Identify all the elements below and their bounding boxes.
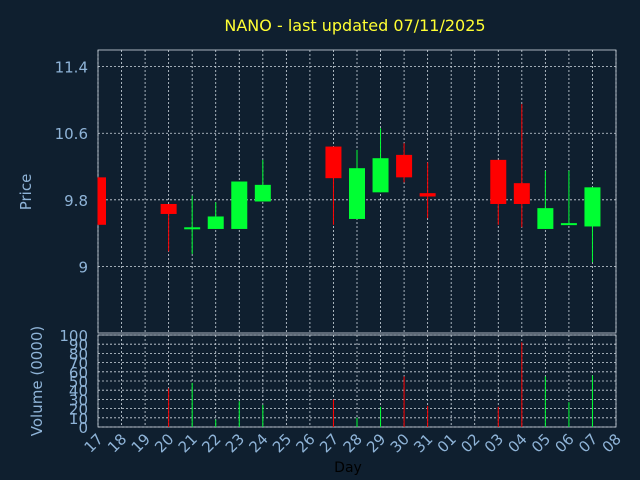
candle-body (372, 158, 389, 193)
candle-body (207, 216, 224, 229)
x-axis-label: Day (334, 460, 362, 476)
volume-tick-label: 90 (69, 336, 88, 354)
price-panel: 9 9.8 10.6 11.4 (55, 49, 617, 334)
candle-body (560, 223, 577, 226)
candle-body (349, 168, 365, 219)
volume-tick-label: 70 (69, 355, 88, 373)
volume-tick-label: 60 (69, 364, 88, 382)
price-tick-label: 10.6 (55, 125, 88, 143)
price-tick-label: 11.4 (55, 59, 88, 77)
volume-tick-label: 10 (69, 410, 88, 428)
candle-body (184, 227, 201, 230)
candle-body (325, 146, 342, 179)
chart-title: NANO - last updated 07/11/2025 (224, 16, 485, 35)
candle-body (584, 187, 601, 227)
candle-body (396, 154, 413, 178)
candle-body (98, 177, 106, 225)
volume-tick-label: 30 (69, 391, 88, 409)
volume-tick-label: 0 (78, 419, 88, 437)
volume-axis-label: Volume (0000) (28, 326, 46, 436)
volume-tick-label: 40 (69, 382, 88, 400)
candle-body (231, 181, 248, 229)
price-axis-label: Price (17, 174, 35, 211)
volume-tick-label: 20 (69, 401, 88, 419)
volume-tick-label: 50 (69, 373, 88, 391)
price-tick-label: 9.8 (64, 192, 88, 210)
candle-body (254, 184, 271, 202)
volume-tick-label: 100 (59, 327, 88, 345)
x-axis: 1718192021222324252627282930310102030405… (81, 430, 625, 456)
candle-body (419, 193, 436, 197)
price-tick-label: 9 (78, 258, 88, 276)
candle-body (537, 208, 554, 229)
candle-body (160, 203, 177, 214)
candle-body (490, 159, 507, 204)
candle-body (513, 183, 530, 204)
volume-tick-label: 80 (69, 345, 88, 363)
